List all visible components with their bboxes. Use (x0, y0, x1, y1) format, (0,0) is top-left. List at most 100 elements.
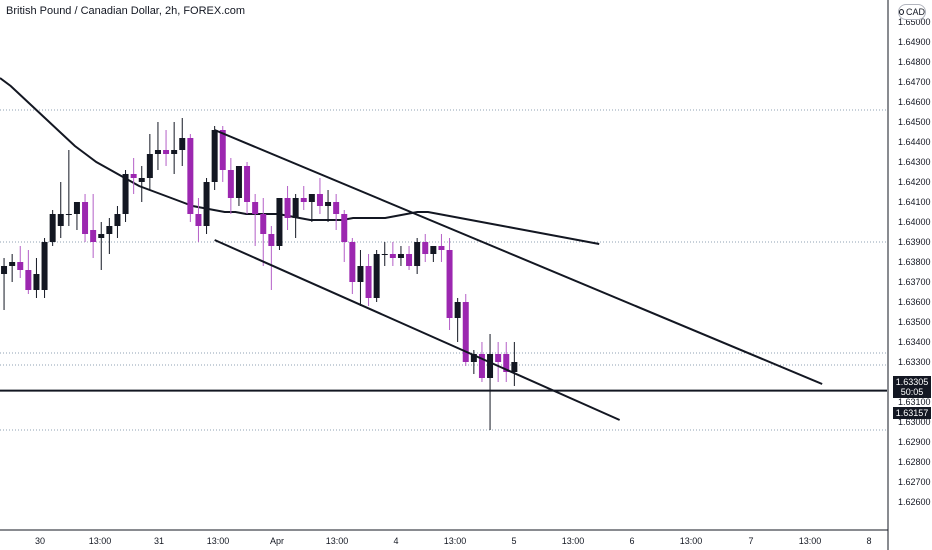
candle-body (478, 354, 485, 378)
x-tick-label: 13:00 (562, 536, 585, 546)
y-tick-label: 1.62800 (898, 457, 931, 467)
candle (138, 166, 145, 202)
x-tick-label: 13:00 (326, 536, 349, 546)
candle-body (90, 230, 97, 242)
candle (195, 198, 202, 242)
candle (308, 194, 315, 222)
candle-body (235, 166, 242, 198)
x-tick-label: 31 (154, 536, 164, 546)
y-tick-label: 1.63400 (898, 337, 931, 347)
candle-body (406, 254, 413, 266)
level-price: 1.63157 (895, 408, 929, 418)
candle-body (219, 130, 226, 170)
x-tick-label: Apr (270, 536, 284, 546)
candle-body (389, 254, 396, 258)
y-tick-label: 1.63600 (898, 297, 931, 307)
candle-body (430, 246, 437, 254)
y-tick-label: 1.63800 (898, 257, 931, 267)
candle (333, 194, 340, 230)
candle-body (422, 242, 429, 254)
current-price: 1.63305 (895, 377, 929, 387)
candle (381, 242, 388, 266)
candle-body (1, 266, 8, 274)
y-tick-label: 1.64400 (898, 137, 931, 147)
candle (17, 246, 24, 278)
candle (41, 238, 48, 298)
candle (154, 122, 161, 170)
candle-body (244, 166, 251, 202)
candle-body (454, 302, 461, 318)
candle-body (446, 250, 453, 318)
candle-body (130, 174, 137, 178)
candle-body (82, 202, 89, 234)
candle-body (292, 198, 299, 218)
x-tick-label: 4 (393, 536, 398, 546)
y-tick-label: 1.63000 (898, 417, 931, 427)
y-tick-label: 1.63100 (898, 397, 931, 407)
current-price-label: 1.63305 50:05 (893, 376, 931, 398)
candle (470, 350, 477, 374)
currency-badge[interactable]: CAD (898, 4, 926, 20)
candle-body (138, 178, 145, 182)
candle-body (438, 246, 445, 250)
candle-body (300, 198, 307, 202)
candle (211, 126, 218, 190)
candle-body (163, 150, 170, 154)
candle-body (17, 262, 24, 270)
candle-body (373, 254, 380, 298)
y-tick-label: 1.63700 (898, 277, 931, 287)
y-tick-label: 1.64200 (898, 177, 931, 187)
x-tick-label: 13:00 (680, 536, 703, 546)
candle (1, 258, 8, 310)
candle (57, 182, 64, 238)
candle (430, 246, 437, 262)
candle (98, 222, 105, 270)
candle (511, 342, 518, 386)
y-tick-label: 1.63300 (898, 357, 931, 367)
candle-body (511, 362, 518, 372)
x-tick-label: 5 (511, 536, 516, 546)
candle (349, 238, 356, 294)
candle-body (9, 262, 16, 266)
y-tick-label: 1.64500 (898, 117, 931, 127)
candle (122, 170, 129, 222)
candle (373, 250, 380, 302)
candle-body (260, 214, 267, 234)
chart-title: British Pound / Canadian Dollar, 2h, FOR… (6, 5, 246, 17)
candle-body (308, 194, 315, 202)
candle (276, 198, 283, 250)
candle (365, 254, 372, 306)
moving-average (0, 77, 600, 245)
ma-line (0, 77, 600, 245)
candle-body (179, 138, 186, 150)
y-tick-label: 1.64600 (898, 97, 931, 107)
candle (300, 186, 307, 210)
candle-body (122, 174, 129, 214)
time-axis: 30 13:00 31 13:00 Apr 13:00 4 13:00 5 13:00 6 13:00… (0, 529, 888, 546)
x-tick-label: 30 (35, 536, 45, 546)
y-tick-label: 1.64000 (898, 217, 931, 227)
candle (49, 210, 56, 246)
candle (438, 234, 445, 262)
candles (1, 118, 518, 430)
candle-body (333, 202, 340, 214)
candle-body (495, 354, 502, 362)
candle (252, 194, 259, 246)
candle (227, 158, 234, 214)
horizontal-levels (0, 109, 887, 431)
trendlines (214, 129, 823, 421)
y-tick-label: 1.62900 (898, 437, 931, 447)
candle (106, 218, 113, 254)
currency-label: CAD (905, 7, 925, 17)
candle (406, 246, 413, 270)
candle-body (73, 202, 80, 214)
y-tick-label: 1.64100 (898, 197, 931, 207)
candle (422, 234, 429, 262)
candle (414, 238, 421, 274)
candle (235, 166, 242, 206)
candle-body (211, 130, 218, 182)
x-tick-label: 13:00 (89, 536, 112, 546)
candle (171, 122, 178, 174)
